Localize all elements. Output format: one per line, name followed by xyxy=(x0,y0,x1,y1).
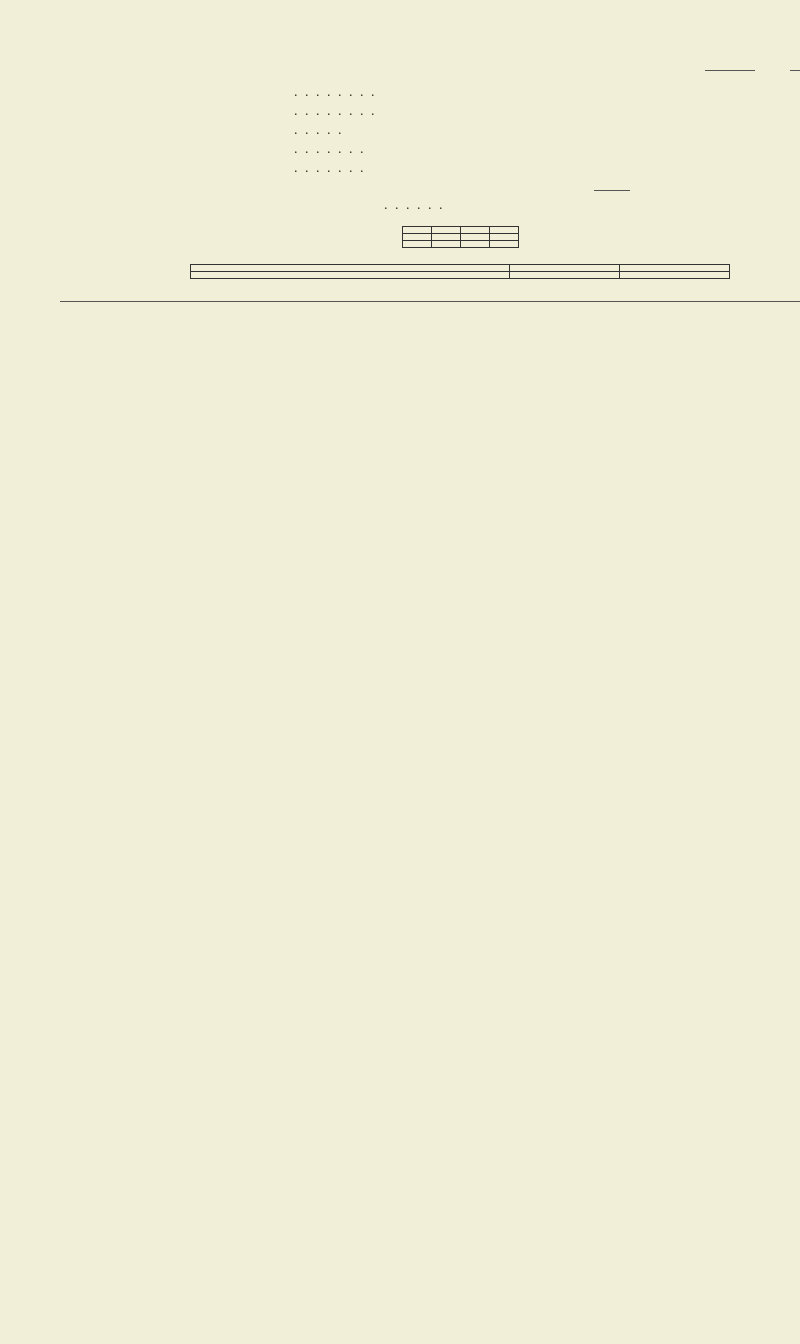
t1-total-dth xyxy=(460,234,489,241)
t1-avg-dth xyxy=(460,241,489,248)
t1-total-rat xyxy=(489,234,518,241)
t2-total-v1 xyxy=(509,272,619,279)
cause-total-lbl xyxy=(290,197,380,216)
cause-val-4 xyxy=(590,160,630,179)
t1-h3 xyxy=(489,227,518,234)
table-vi xyxy=(402,226,519,248)
cause-val-2 xyxy=(590,122,630,141)
t2-total-v2 xyxy=(619,272,729,279)
t2-h2 xyxy=(619,265,729,272)
t1-total-lbl xyxy=(402,234,431,241)
t1-avg-rat xyxy=(489,241,518,248)
t1-avg-str xyxy=(431,241,460,248)
cause-val-3 xyxy=(590,141,630,160)
t2-total-lbl xyxy=(191,272,510,279)
t2-h0 xyxy=(191,265,510,272)
cause-list: . . . . . . . . . . . . . . . . . . . . … xyxy=(290,84,630,216)
table-vii xyxy=(190,264,730,279)
t2-h1 xyxy=(509,265,619,272)
t1-h0 xyxy=(402,227,431,234)
t1-h2 xyxy=(460,227,489,234)
t1-avg-lbl xyxy=(402,241,431,248)
t1-h1 xyxy=(431,227,460,234)
cause-val-0 xyxy=(590,84,630,103)
footnotes xyxy=(60,301,800,306)
cause-total-val xyxy=(590,197,630,216)
colhead-dragoons xyxy=(760,44,800,57)
t1-total-str xyxy=(431,234,460,241)
cause-val-1 xyxy=(590,103,630,122)
